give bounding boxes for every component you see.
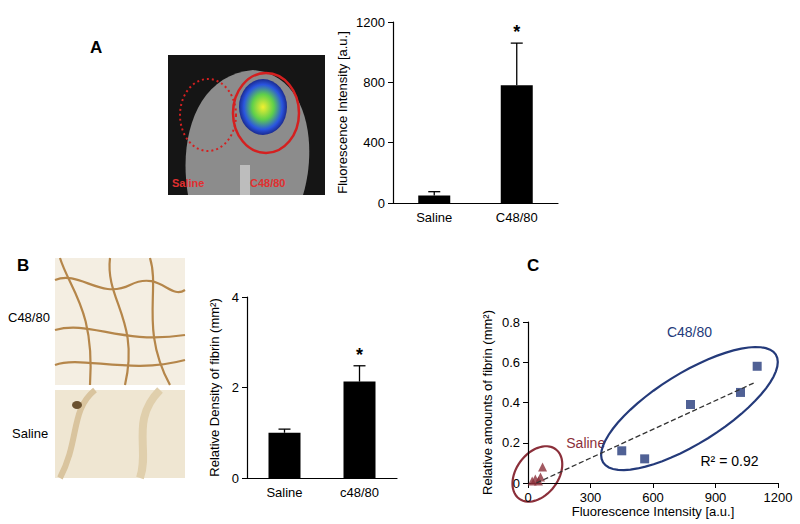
svg-text:800: 800	[363, 75, 385, 90]
svg-text:Fluorescence Intensity [a.u.]: Fluorescence Intensity [a.u.]	[335, 31, 350, 194]
svg-text:C48/80: C48/80	[496, 210, 538, 225]
svg-text:c48/80: c48/80	[340, 485, 379, 500]
svg-text:Saline: Saline	[12, 426, 48, 441]
svg-text:0: 0	[524, 490, 531, 505]
svg-text:600: 600	[642, 490, 664, 505]
svg-text:1200: 1200	[764, 490, 793, 505]
svg-text:Saline: Saline	[172, 177, 204, 189]
svg-text:0.2: 0.2	[502, 435, 520, 450]
svg-text:C48/80: C48/80	[8, 310, 50, 325]
svg-text:0.6: 0.6	[502, 355, 520, 370]
svg-text:1200: 1200	[356, 15, 385, 30]
svg-text:0.4: 0.4	[502, 395, 520, 410]
svg-text:0: 0	[378, 196, 385, 211]
svg-text:*: *	[356, 345, 363, 365]
svg-text:4: 4	[232, 290, 239, 305]
svg-text:0: 0	[232, 471, 239, 486]
svg-text:B: B	[17, 256, 29, 275]
svg-text:R² = 0.92: R² = 0.92	[701, 453, 759, 469]
svg-text:Saline: Saline	[416, 210, 452, 225]
svg-text:Saline: Saline	[566, 435, 605, 451]
svg-text:C48/80: C48/80	[250, 177, 285, 189]
svg-text:400: 400	[363, 135, 385, 150]
svg-text:2: 2	[232, 380, 239, 395]
svg-text:C48/80: C48/80	[667, 324, 712, 340]
svg-text:300: 300	[580, 490, 602, 505]
svg-text:0.8: 0.8	[502, 315, 520, 330]
svg-text:Relative amounts of fibrin (mm: Relative amounts of fibrin (mm²)	[480, 310, 495, 495]
svg-text:A: A	[90, 38, 102, 57]
svg-text:C: C	[527, 256, 539, 275]
svg-text:0: 0	[513, 476, 520, 491]
svg-text:900: 900	[705, 490, 727, 505]
svg-text:*: *	[513, 22, 520, 42]
svg-text:Relative Density of fibrin (mm: Relative Density of fibrin (mm²)	[207, 298, 222, 476]
svg-text:Saline: Saline	[266, 485, 302, 500]
svg-text:Fluorescence Intensity [a.u.]: Fluorescence Intensity [a.u.]	[572, 504, 735, 519]
